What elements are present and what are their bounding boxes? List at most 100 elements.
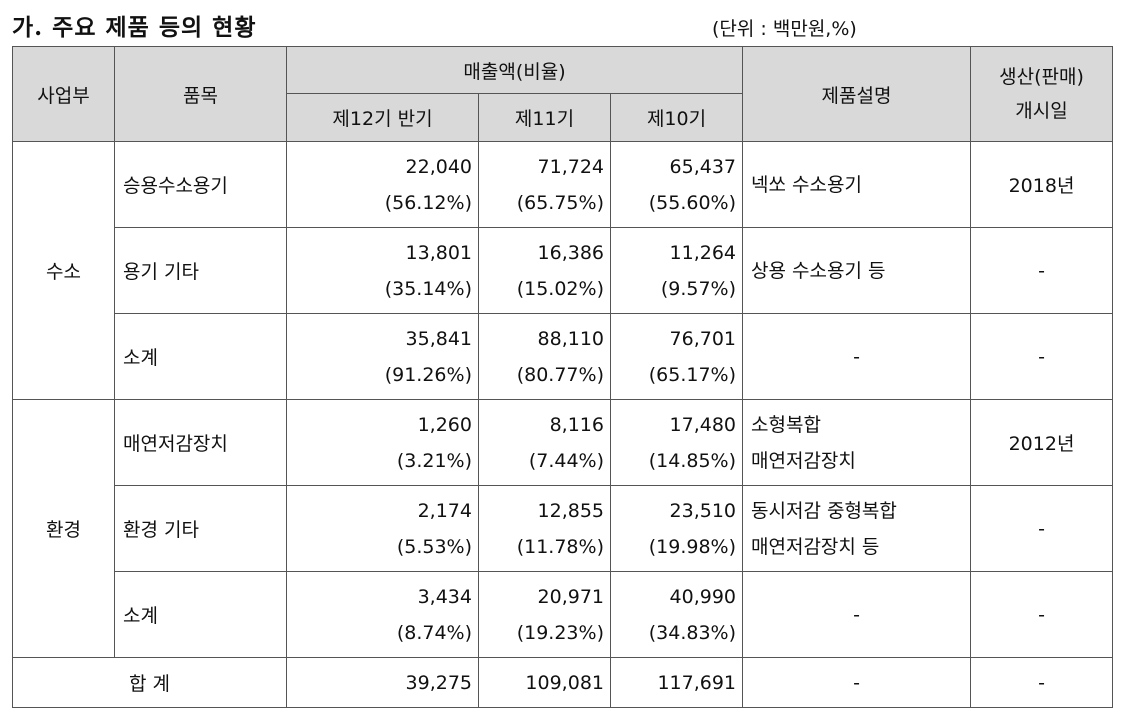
amount: 35,841	[405, 327, 472, 350]
ratio: (7.44%)	[528, 449, 604, 472]
start-date-cell: -	[970, 485, 1114, 572]
header-period-12: 제12기 반기	[286, 93, 479, 142]
value-cell: 35,841 (91.26%)	[286, 313, 479, 400]
ratio: (15.02%)	[516, 277, 604, 300]
amount: 2,174	[417, 499, 472, 522]
item-cell: 소계	[114, 313, 287, 400]
header-start-date: 생산(판매) 개시일	[970, 46, 1114, 142]
ratio: (19.23%)	[516, 621, 604, 644]
value-cell: 23,510 (19.98%)	[609, 485, 744, 572]
table-row: 수소 승용수소용기 22,040 (56.12%) 71,724 (65.75%) …	[12, 141, 1114, 400]
division-cell: 환경	[12, 399, 115, 658]
header-start-line1: 생산(판매)	[999, 66, 1084, 88]
ratio: (5.53%)	[396, 535, 472, 558]
unit-note: (단위 : 백만원,%)	[712, 18, 857, 40]
ratio: (91.26%)	[384, 363, 472, 386]
amount: 88,110	[537, 327, 604, 350]
amount: 40,990	[669, 585, 737, 608]
value-cell: 16,386 (15.02%)	[478, 227, 611, 314]
description-line: 매연저감장치	[751, 449, 856, 472]
total-start-date: -	[970, 657, 1114, 708]
description-line: 상용 수소용기 등	[751, 259, 886, 282]
start-date-cell: -	[970, 313, 1114, 400]
start-date-cell: -	[970, 571, 1114, 658]
value-cell: 22,040 (56.12%)	[286, 141, 479, 228]
start-date-cell: -	[970, 227, 1114, 314]
item-cell: 소계	[114, 571, 287, 658]
start-date-cell: 2018년	[970, 141, 1114, 228]
description-line: 넥쏘 수소용기	[751, 173, 862, 196]
description-line: 매연저감장치 등	[751, 535, 880, 558]
division-cell: 수소	[12, 141, 115, 400]
header-sales: 매출액(비율)	[285, 46, 744, 94]
amount: 22,040	[405, 155, 472, 178]
ratio: (3.21%)	[396, 449, 472, 472]
total-description: -	[742, 657, 972, 708]
table-row: 용기 기타 13,801 (35.14%) 16,386 (15.02%) 11,2…	[13, 227, 1114, 314]
description-line: 동시저감 중형복합	[751, 499, 897, 522]
table-row: 소계 35,841 (91.26%) 88,110 (80.77%) 76,701 (…	[13, 313, 1114, 400]
item-cell: 매연저감장치	[114, 399, 287, 486]
amount: 1,260	[417, 413, 472, 436]
total-value: 117,691	[609, 657, 744, 708]
item-cell: 승용수소용기	[114, 141, 287, 228]
total-value: 39,275	[286, 657, 479, 708]
ratio: (55.60%)	[648, 191, 737, 214]
item-cell: 용기 기타	[114, 227, 287, 314]
value-cell: 88,110 (80.77%)	[478, 313, 611, 400]
header-item: 품목	[114, 46, 287, 142]
value-cell: 12,855 (11.78%)	[478, 485, 611, 572]
amount: 16,386	[537, 241, 604, 264]
header-period-11: 제11기	[478, 93, 611, 142]
value-cell: 65,437 (55.60%)	[609, 141, 744, 228]
ratio: (65.75%)	[516, 191, 604, 214]
ratio: (19.98%)	[648, 535, 737, 558]
ratio: (11.78%)	[516, 535, 604, 558]
amount: 12,855	[537, 499, 604, 522]
amount: 11,264	[669, 241, 737, 264]
value-cell: 40,990 (34.83%)	[609, 571, 744, 658]
ratio: (65.17%)	[648, 363, 737, 386]
ratio: (9.57%)	[660, 277, 737, 300]
description-cell: -	[742, 313, 972, 400]
description-line: 소형복합	[751, 413, 821, 436]
value-cell: 76,701 (65.17%)	[609, 313, 744, 400]
ratio: (35.14%)	[384, 277, 472, 300]
amount: 3,434	[417, 585, 472, 608]
amount: 8,116	[549, 413, 604, 436]
ratio: (14.85%)	[648, 449, 737, 472]
value-cell: 17,480 (14.85%)	[609, 399, 744, 486]
total-value: 109,081	[478, 657, 611, 708]
header-division: 사업부	[12, 46, 115, 142]
amount: 71,724	[537, 155, 604, 178]
value-cell: 8,116 (7.44%)	[478, 399, 611, 486]
value-cell: 3,434 (8.74%)	[286, 571, 479, 658]
page-title: 가. 주요 제품 등의 현황	[12, 14, 257, 41]
description-cell: -	[742, 571, 972, 658]
value-cell: 1,260 (3.21%)	[286, 399, 479, 486]
product-table: 사업부 품목 매출액(비율) 제품설명 생산(판매) 개시일 제12기 반기 제…	[12, 46, 1114, 708]
amount: 23,510	[669, 499, 737, 522]
header-description: 제품설명	[742, 46, 972, 142]
total-row: 합 계 39,275 109,081 117,691 - -	[12, 657, 1114, 708]
header-period-10: 제10기	[609, 93, 744, 142]
description-cell: 상용 수소용기 등	[742, 227, 972, 314]
item-cell: 환경 기타	[114, 485, 287, 572]
header-start-line2: 개시일	[1015, 100, 1068, 122]
ratio: (80.77%)	[516, 363, 604, 386]
table-row: 환경 기타 2,174 (5.53%) 12,855 (11.78%) 23,510…	[13, 485, 1114, 572]
value-cell: 13,801 (35.14%)	[286, 227, 479, 314]
total-label: 합 계	[12, 657, 287, 708]
amount: 20,971	[537, 585, 604, 608]
ratio: (8.74%)	[396, 621, 472, 644]
amount: 17,480	[669, 413, 737, 436]
value-cell: 2,174 (5.53%)	[286, 485, 479, 572]
value-cell: 20,971 (19.23%)	[478, 571, 611, 658]
amount: 76,701	[669, 327, 737, 350]
amount: 13,801	[405, 241, 472, 264]
amount: 65,437	[669, 155, 737, 178]
ratio: (34.83%)	[648, 621, 737, 644]
table-row: 환경 매연저감장치 1,260 (3.21%) 8,116 (7.44%) 17,4…	[12, 399, 1114, 658]
